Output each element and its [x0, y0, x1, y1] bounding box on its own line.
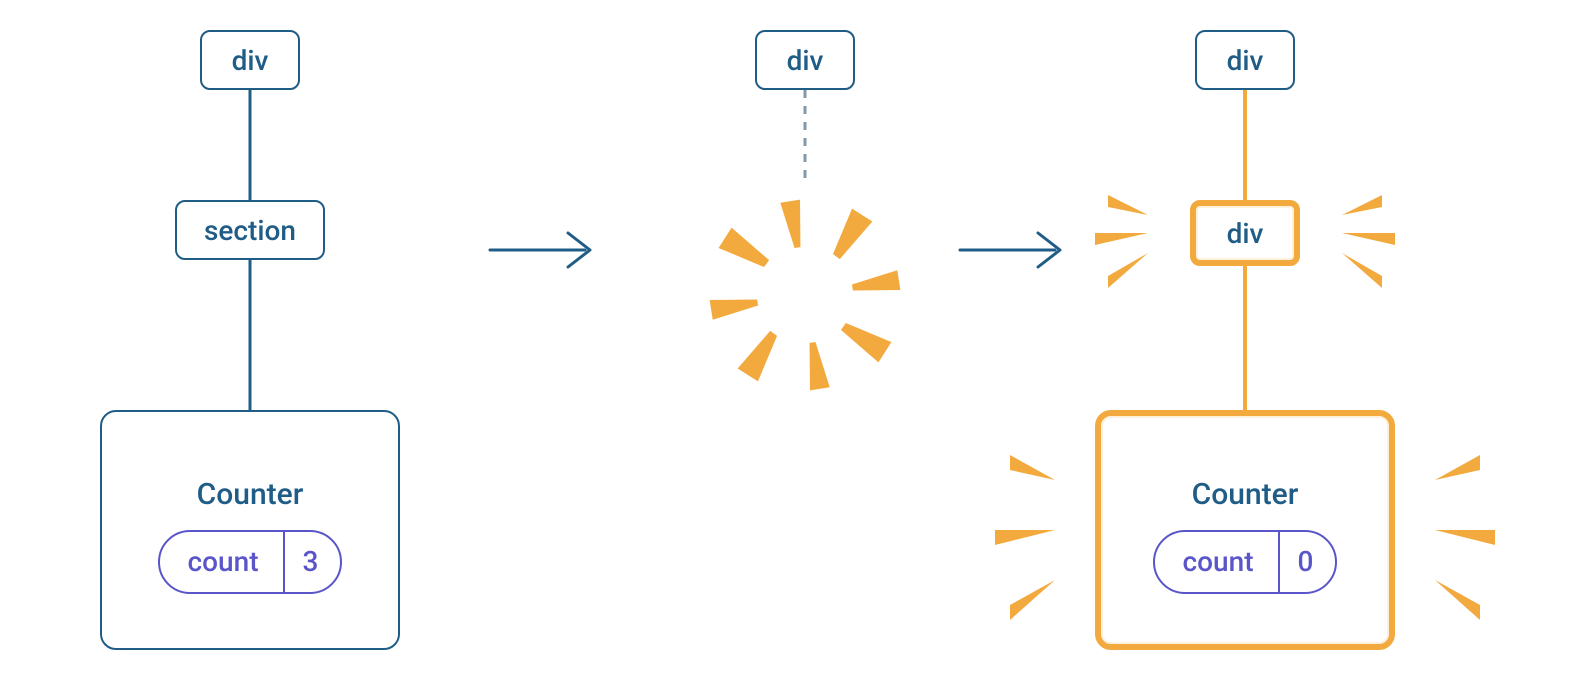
node-right-counter: Counter count 0	[1095, 410, 1395, 650]
pill-label: count	[1155, 532, 1278, 592]
counter-title: Counter	[1192, 477, 1299, 512]
pill-value: 3	[283, 532, 341, 592]
node-right-root: div	[1195, 30, 1295, 90]
pill-value: 0	[1278, 532, 1336, 592]
node-left-counter: Counter count 3	[100, 410, 400, 650]
node-label: section	[204, 214, 296, 247]
node-label: div	[787, 44, 824, 77]
sparks-left-counter	[25, 455, 80, 615]
node-label: div	[232, 44, 269, 77]
poof-box	[673, 163, 936, 426]
node-mid-root: div	[755, 30, 855, 90]
counter-title: Counter	[197, 477, 304, 512]
pill-label: count	[160, 532, 283, 592]
diagram-canvas: div section Counter count 3 div div div …	[0, 0, 1588, 700]
node-label: div	[1227, 217, 1264, 250]
arrow-1	[490, 233, 590, 267]
node-label: div	[1227, 44, 1264, 77]
counter-pill-left: count 3	[158, 530, 343, 594]
node-right-mid: div	[1190, 200, 1300, 266]
node-left-mid: section	[175, 200, 325, 260]
node-left-root: div	[200, 30, 300, 90]
arrow-2	[960, 233, 1060, 267]
counter-pill-right: count 0	[1153, 530, 1338, 594]
